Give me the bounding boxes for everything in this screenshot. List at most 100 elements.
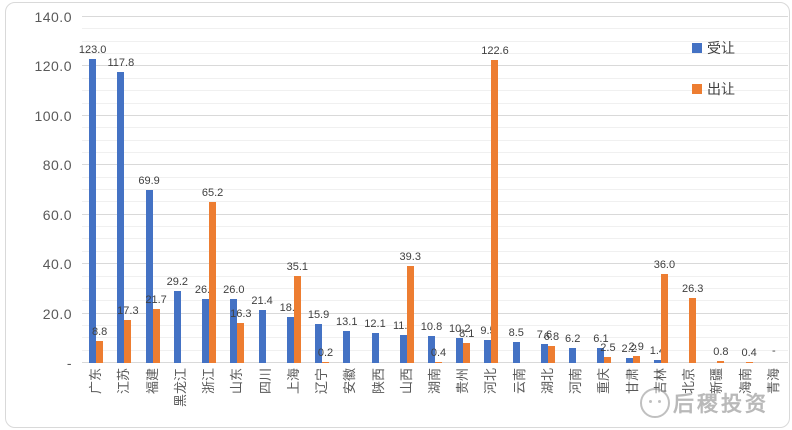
x-label-c23: 海南 <box>737 368 753 395</box>
bar-s1-c19 <box>632 355 640 363</box>
x-label-c22: 新疆 <box>709 368 725 395</box>
bar-s1-c14 <box>491 60 499 363</box>
bar-s0-c10 <box>371 333 379 363</box>
x-label-c11: 山西 <box>398 368 414 395</box>
value-label-s0-c9: 13.1 <box>336 315 358 328</box>
bar-s0-c13 <box>456 337 464 363</box>
gridline-minor-5 <box>82 349 788 351</box>
x-label-c13: 贵州 <box>455 368 471 395</box>
x-label-c24: 青海 <box>765 368 781 395</box>
value-label-s1-c21: 26.3 <box>681 283 704 296</box>
bar-s1-c4 <box>209 201 217 363</box>
legend-label: 出让 <box>707 81 735 97</box>
bar-s1-c22 <box>717 361 725 363</box>
bar-s0-c2 <box>145 190 153 363</box>
x-label-c12: 湖南 <box>427 368 442 395</box>
x-label-c17: 河南 <box>568 368 584 395</box>
y-tick-60: 60.0 <box>42 206 72 223</box>
x-label-c7: 上海 <box>285 368 301 395</box>
value-label-s1-c5: 16.3 <box>230 307 252 320</box>
bar-s0-c6 <box>258 310 266 363</box>
bar-s1-c5 <box>237 322 245 363</box>
value-label-s1-c12: 0.4 <box>430 347 447 359</box>
gridline-minor-85 <box>82 151 788 153</box>
gridline-minor-25 <box>82 300 788 302</box>
bar-s0-c3 <box>173 290 181 363</box>
value-label-s1-c20: 36.0 <box>653 259 676 272</box>
value-label-s1-c4: 65.2 <box>201 186 224 199</box>
x-label-c20: 吉林 <box>652 368 668 395</box>
value-label-null-c24: - <box>772 345 776 357</box>
gridline-major-80 <box>82 164 788 166</box>
gridline-minor-15 <box>82 324 788 326</box>
value-label-s0-c5: 26.0 <box>223 283 245 296</box>
chart-frame <box>5 2 790 428</box>
value-label-s1-c2: 21.7 <box>145 294 167 307</box>
gridline-minor-75 <box>82 176 788 178</box>
bar-s0-c7 <box>286 317 294 363</box>
bar-s0-c19 <box>625 357 633 363</box>
bar-s0-c12 <box>428 336 435 363</box>
value-label-s0-c8: 15.9 <box>307 308 330 321</box>
legend: 受让 出让 <box>692 38 782 99</box>
value-label-s0-c1: 117.8 <box>107 56 135 69</box>
x-label-c19: 甘肃 <box>624 368 640 395</box>
value-label-s1-c8: 0.2 <box>317 347 334 359</box>
gridline-minor-50 <box>82 238 788 240</box>
x-label-c21: 北京 <box>681 368 697 395</box>
gridline-minor-130 <box>82 40 788 42</box>
y-axis: 140.0 120.0 100.0 80.0 60.0 40.0 20.0 - <box>0 9 72 371</box>
gridline-minor-125 <box>82 53 788 55</box>
x-label-c15: 云南 <box>511 368 527 395</box>
value-label-s0-c17: 6.2 <box>565 332 581 345</box>
bar-s0-c4 <box>202 298 210 363</box>
x-label-c3: 黑龙江 <box>172 368 188 408</box>
x-label-c9: 安徽 <box>342 368 358 395</box>
bar-s1-c16 <box>547 346 555 363</box>
legend-swatch-blue-icon <box>692 43 702 53</box>
gridline-major-20 <box>82 312 788 314</box>
gridline-major-60 <box>82 213 788 215</box>
value-label-s1-c0: 8.8 <box>91 326 108 339</box>
x-label-c0: 广东 <box>88 368 104 395</box>
y-tick-120: 120.0 <box>34 58 72 75</box>
bar-s0-c0 <box>89 59 97 363</box>
value-label-s0-c13: 10.2 <box>449 322 471 335</box>
y-tick-100: 100.0 <box>34 107 72 124</box>
gridline-minor-105 <box>82 102 788 104</box>
value-label-s1-c16: 6.8 <box>543 331 560 344</box>
y-tick-20: 20.0 <box>42 305 72 322</box>
x-label-c18: 重庆 <box>596 368 612 395</box>
bar-s0-c11 <box>399 335 407 363</box>
gridline-minor-95 <box>82 127 788 129</box>
gridline-minor-110 <box>82 90 788 92</box>
bar-s0-c17 <box>569 347 577 363</box>
bar-s0-c14 <box>484 339 492 363</box>
x-label-c14: 河北 <box>483 368 499 395</box>
bar-s0-c1 <box>117 71 125 363</box>
bar-s1-c18 <box>604 356 612 363</box>
y-tick-140: 140.0 <box>34 9 72 25</box>
value-label-s0-c12: 10.8 <box>420 321 443 334</box>
bar-s0-c18 <box>597 347 605 363</box>
value-label-s1-c13: 8.1 <box>459 327 475 340</box>
value-label-s0-c0: 123.0 <box>78 44 107 57</box>
x-label-c1: 江苏 <box>116 368 132 395</box>
bar-s0-c5 <box>230 298 238 363</box>
gridline-minor-35 <box>82 275 788 277</box>
x-label-c2: 福建 <box>144 368 160 395</box>
gridline-major-100 <box>82 114 788 116</box>
value-label-s0-c10: 12.1 <box>364 318 386 331</box>
bar-s0-c15 <box>512 342 520 363</box>
value-label-s0-c15: 8.5 <box>508 327 524 339</box>
value-label-s1-c14: 122.6 <box>481 45 509 58</box>
x-axis: 广东 江苏 福建 黑龙江 浙江 山东 四川 上海 辽宁 安徽 陕西 山西 湖南 贵州 河北 云南 湖北 河南 重庆甘… <box>82 363 788 427</box>
bar-s1-c23 <box>745 362 753 363</box>
bar-s0-c20 <box>653 359 661 363</box>
y-tick-80: 80.0 <box>42 157 72 174</box>
bar-s1-c11 <box>406 265 414 363</box>
gridline-minor-90 <box>82 139 788 141</box>
value-label-s0-c3: 29.2 <box>166 275 189 288</box>
y-tick-40: 40.0 <box>42 256 72 273</box>
x-label-c5: 山东 <box>229 368 245 395</box>
